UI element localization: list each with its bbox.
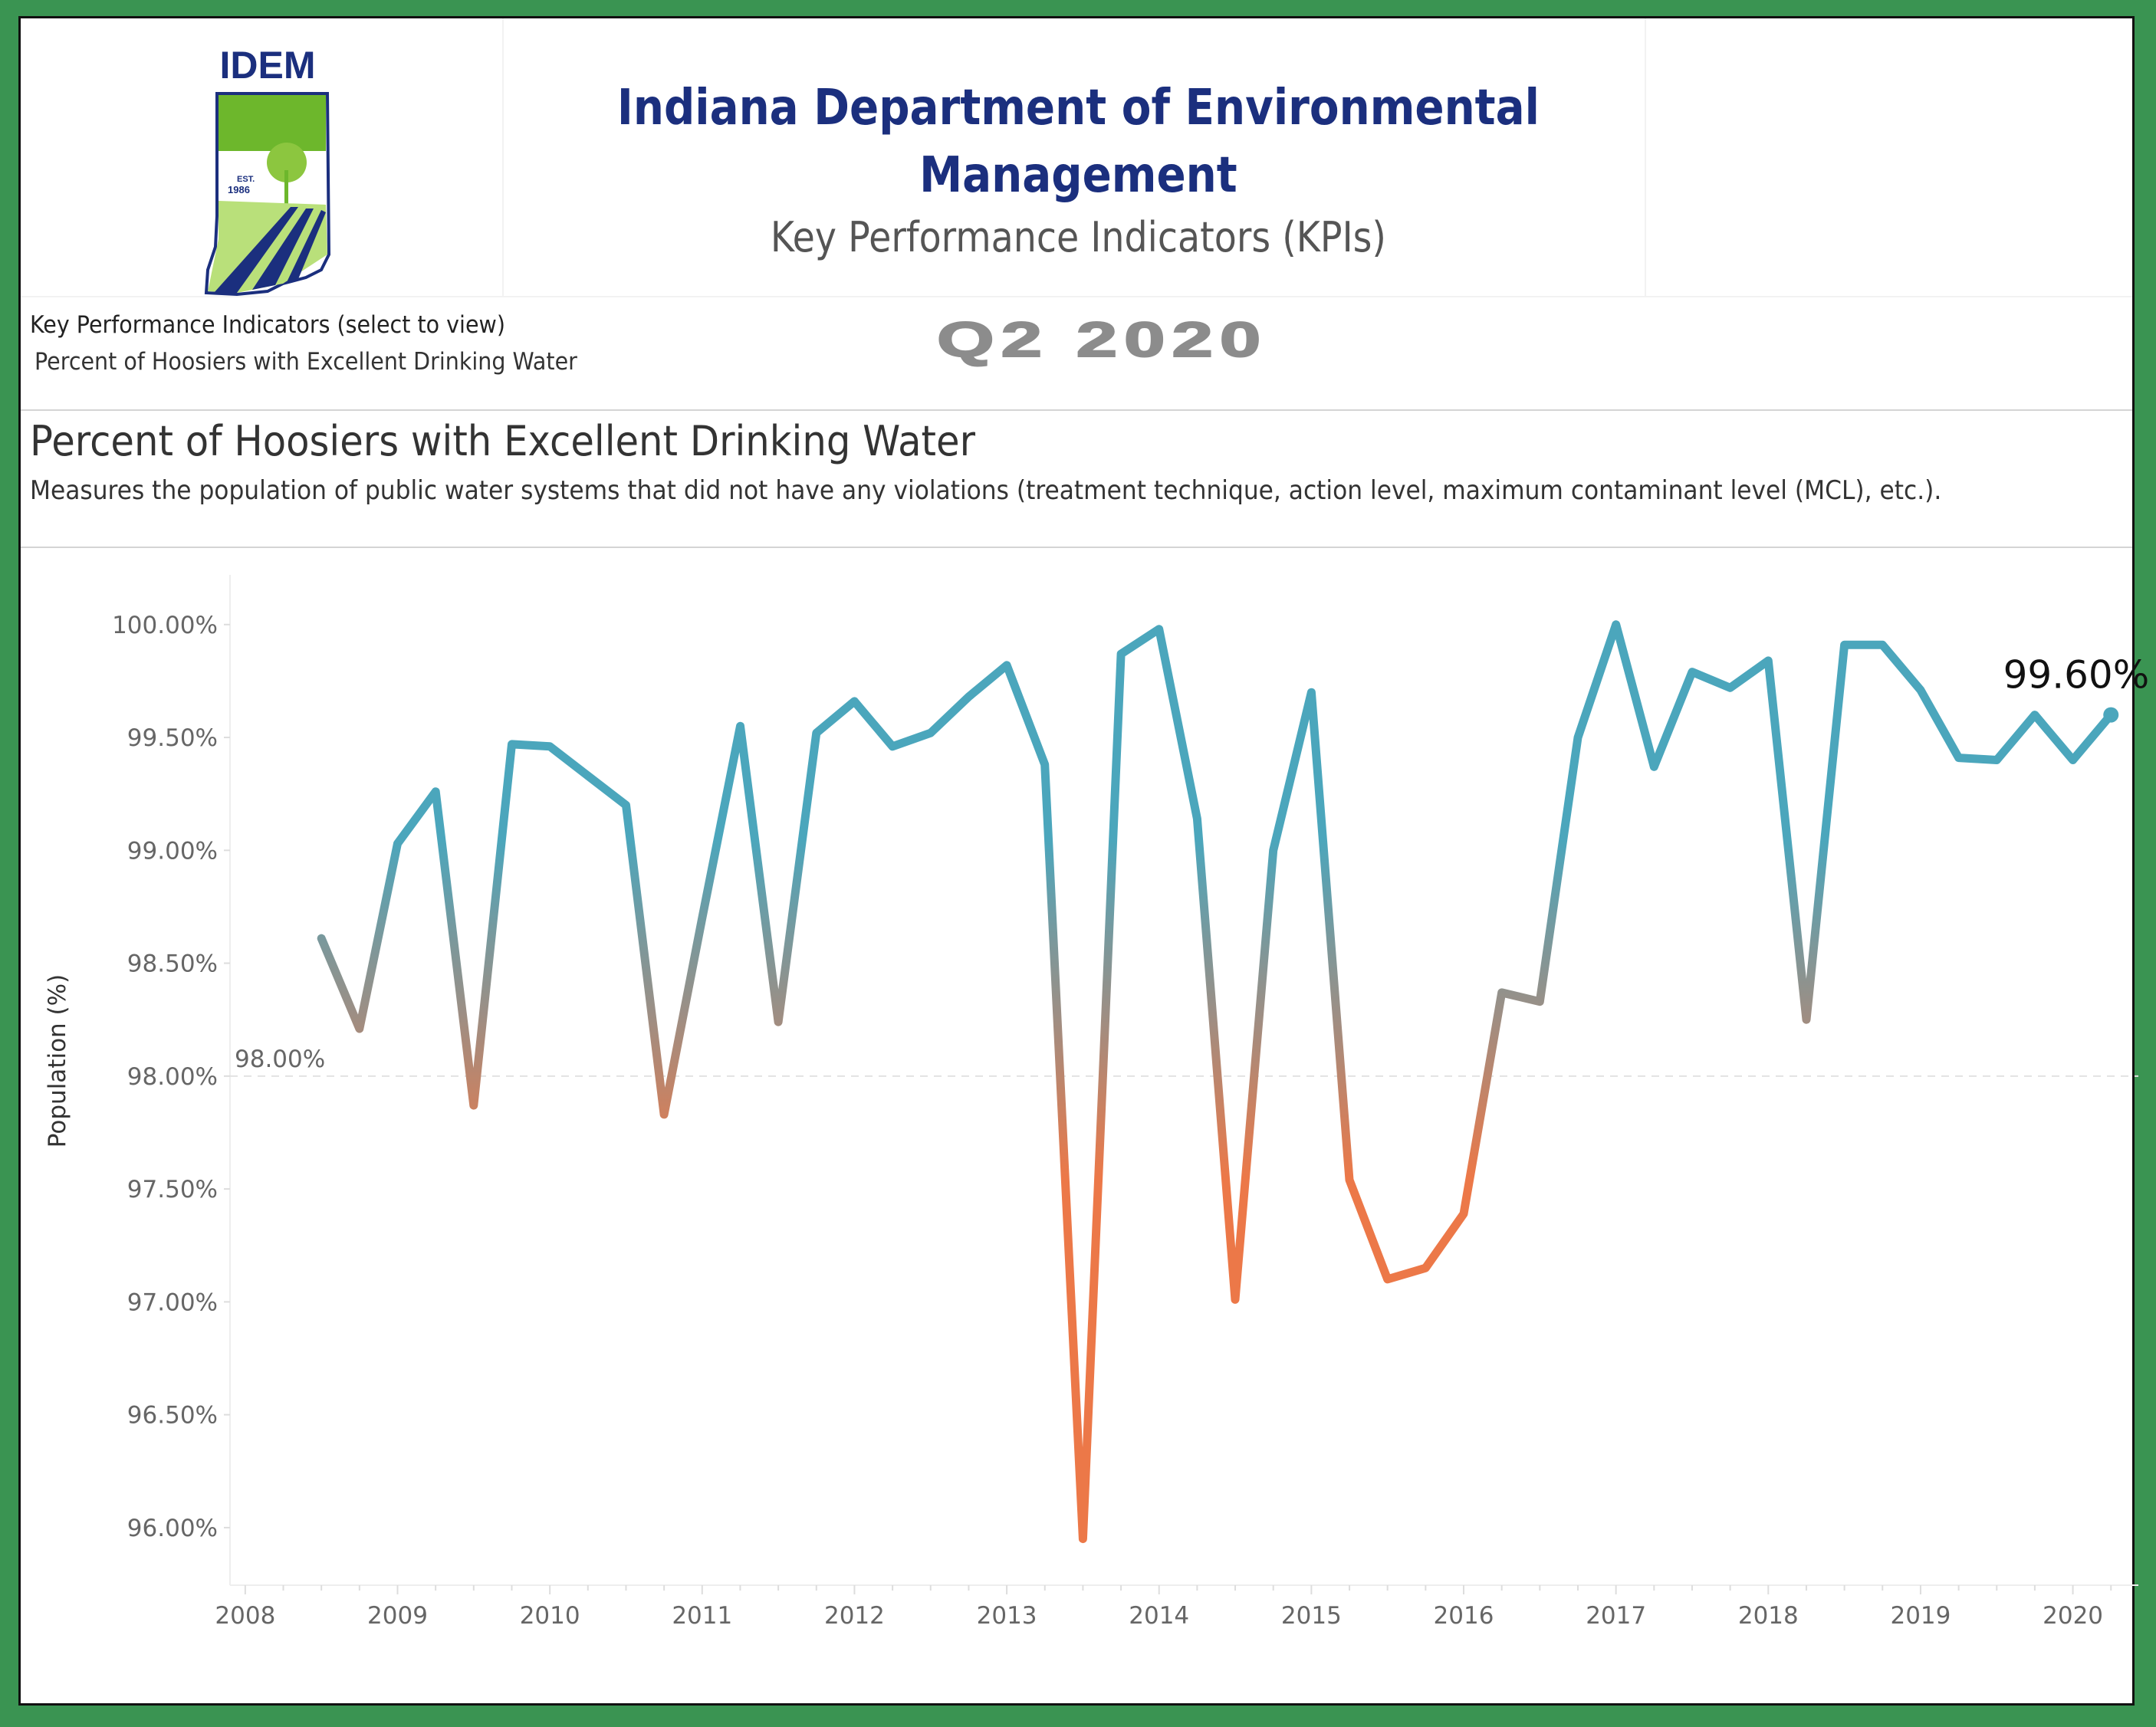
dashboard-panel: IDEM EST. 1986 Indiana Department of Env… <box>18 16 2135 1706</box>
x-tick-label: 2012 <box>824 1602 885 1630</box>
x-tick-label: 2015 <box>1281 1602 1342 1630</box>
series-line <box>321 625 2111 1539</box>
last-value-label: 99.60% <box>2003 653 2150 698</box>
y-tick-label: 99.50% <box>127 724 218 752</box>
y-tick-label: 97.50% <box>127 1176 218 1203</box>
y-tick-label: 97.00% <box>127 1289 218 1316</box>
x-tick-label: 2011 <box>672 1602 732 1630</box>
x-tick-label: 2020 <box>2043 1602 2103 1630</box>
y-tick-label: 98.50% <box>127 951 218 978</box>
y-tick-label: 96.00% <box>127 1515 218 1542</box>
x-tick-label: 2016 <box>1434 1602 1494 1630</box>
x-tick-label: 2009 <box>367 1602 428 1630</box>
x-tick-label: 2008 <box>215 1602 275 1630</box>
y-tick-label: 98.00% <box>127 1063 218 1091</box>
x-tick-label: 2017 <box>1586 1602 1646 1630</box>
y-axis-title: Population (%) <box>44 974 71 1148</box>
x-tick-label: 2013 <box>977 1602 1037 1630</box>
x-tick-label: 2010 <box>520 1602 580 1630</box>
last-point-marker <box>2103 708 2118 723</box>
y-tick-label: 99.00% <box>127 837 218 865</box>
x-tick-label: 2014 <box>1129 1602 1189 1630</box>
x-tick-label: 2018 <box>1738 1602 1799 1630</box>
x-tick-label: 2019 <box>1890 1602 1951 1630</box>
y-tick-label: 96.50% <box>127 1402 218 1430</box>
reference-line-label: 98.00% <box>235 1046 325 1073</box>
y-tick-label: 100.00% <box>112 612 218 639</box>
